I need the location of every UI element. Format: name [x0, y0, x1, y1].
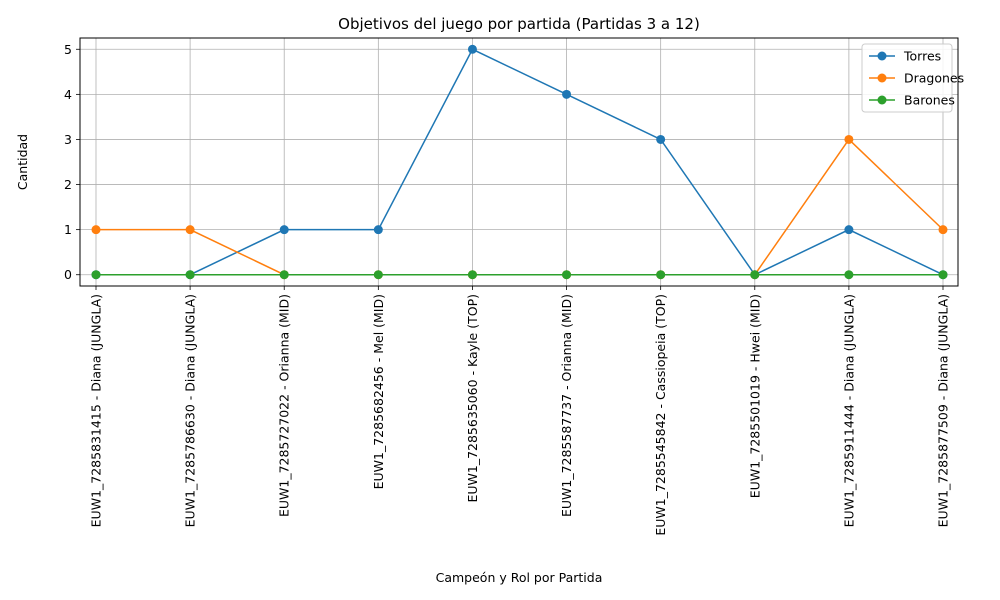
data-point: [185, 225, 195, 235]
plot-frame: [79, 37, 959, 287]
data-point: [750, 270, 760, 280]
legend-label: Dragones: [904, 71, 964, 86]
data-point: [656, 134, 666, 144]
data-point: [562, 270, 572, 280]
data-point: [656, 270, 666, 280]
x-tick-label: EUW1_7285877509 - Diana (JUNGLA): [936, 294, 951, 527]
legend-marker: [877, 51, 887, 61]
y-axis-label: Cantidad: [15, 134, 30, 190]
x-axis-ticks: EUW1_7285831415 - Diana (JUNGLA) EUW1_728…: [89, 286, 951, 536]
legend-entry-dragones: Dragones: [869, 71, 964, 86]
x-tick-label: EUW1_7285911444 - Diana (JUNGLA): [841, 294, 856, 527]
legend-marker: [877, 73, 887, 83]
data-point: [279, 225, 289, 235]
series-dragones: [91, 134, 948, 280]
data-point: [185, 270, 195, 280]
x-tick-label: EUW1_7285501019 - Hwei (MID): [747, 294, 762, 498]
x-tick-label: EUW1_7285635060 - Kayle (TOP): [465, 294, 480, 503]
series-line: [96, 48, 944, 276]
y-tick-label: 0: [64, 267, 72, 282]
legend-entry-barones: Barones: [869, 93, 955, 108]
y-tick-label: 3: [64, 132, 72, 147]
data-point: [91, 270, 101, 280]
data-point: [91, 225, 101, 235]
x-tick-label: EUW1_7285831415 - Diana (JUNGLA): [89, 294, 104, 527]
legend-label: Barones: [904, 93, 955, 108]
x-tick-label: EUW1_7285682456 - Mel (MID): [371, 294, 386, 489]
y-tick-label: 4: [64, 87, 72, 102]
x-tick-label: EUW1_7285545842 - Cassiopeia (TOP): [653, 294, 668, 536]
y-tick-label: 5: [64, 42, 72, 57]
data-point: [844, 225, 854, 235]
y-axis-ticks: 0 1 2 3 4 5: [64, 42, 80, 282]
x-tick-label: EUW1_7285587737 - Orianna (MID): [559, 294, 574, 517]
data-point: [938, 270, 948, 280]
x-tick-label: EUW1_7285727022 - Orianna (MID): [277, 294, 292, 517]
data-point: [938, 225, 948, 235]
y-tick-label: 2: [64, 177, 72, 192]
legend-box: [861, 43, 953, 113]
data-point: [373, 225, 383, 235]
legend-marker: [877, 95, 887, 105]
x-tick-label: EUW1_7285786630 - Diana (JUNGLA): [183, 294, 198, 527]
legend-entry-torres: Torres: [869, 49, 941, 64]
y-tick-label: 1: [64, 222, 72, 237]
data-point: [844, 134, 854, 144]
data-point: [467, 44, 477, 54]
data-point: [467, 270, 477, 280]
series-barones: [91, 270, 948, 280]
data-point: [844, 270, 854, 280]
data-point: [562, 89, 572, 99]
legend: Torres Dragones Barones: [861, 43, 964, 113]
series-line: [96, 138, 944, 276]
data-point: [373, 270, 383, 280]
series-layer: [91, 44, 948, 280]
data-point: [279, 270, 289, 280]
legend-label: Torres: [903, 49, 941, 64]
grid-lines: [80, 38, 958, 286]
chart-title: Objetivos del juego por partida (Partida…: [338, 15, 700, 33]
x-axis-label: Campeón y Rol por Partida: [436, 570, 603, 585]
